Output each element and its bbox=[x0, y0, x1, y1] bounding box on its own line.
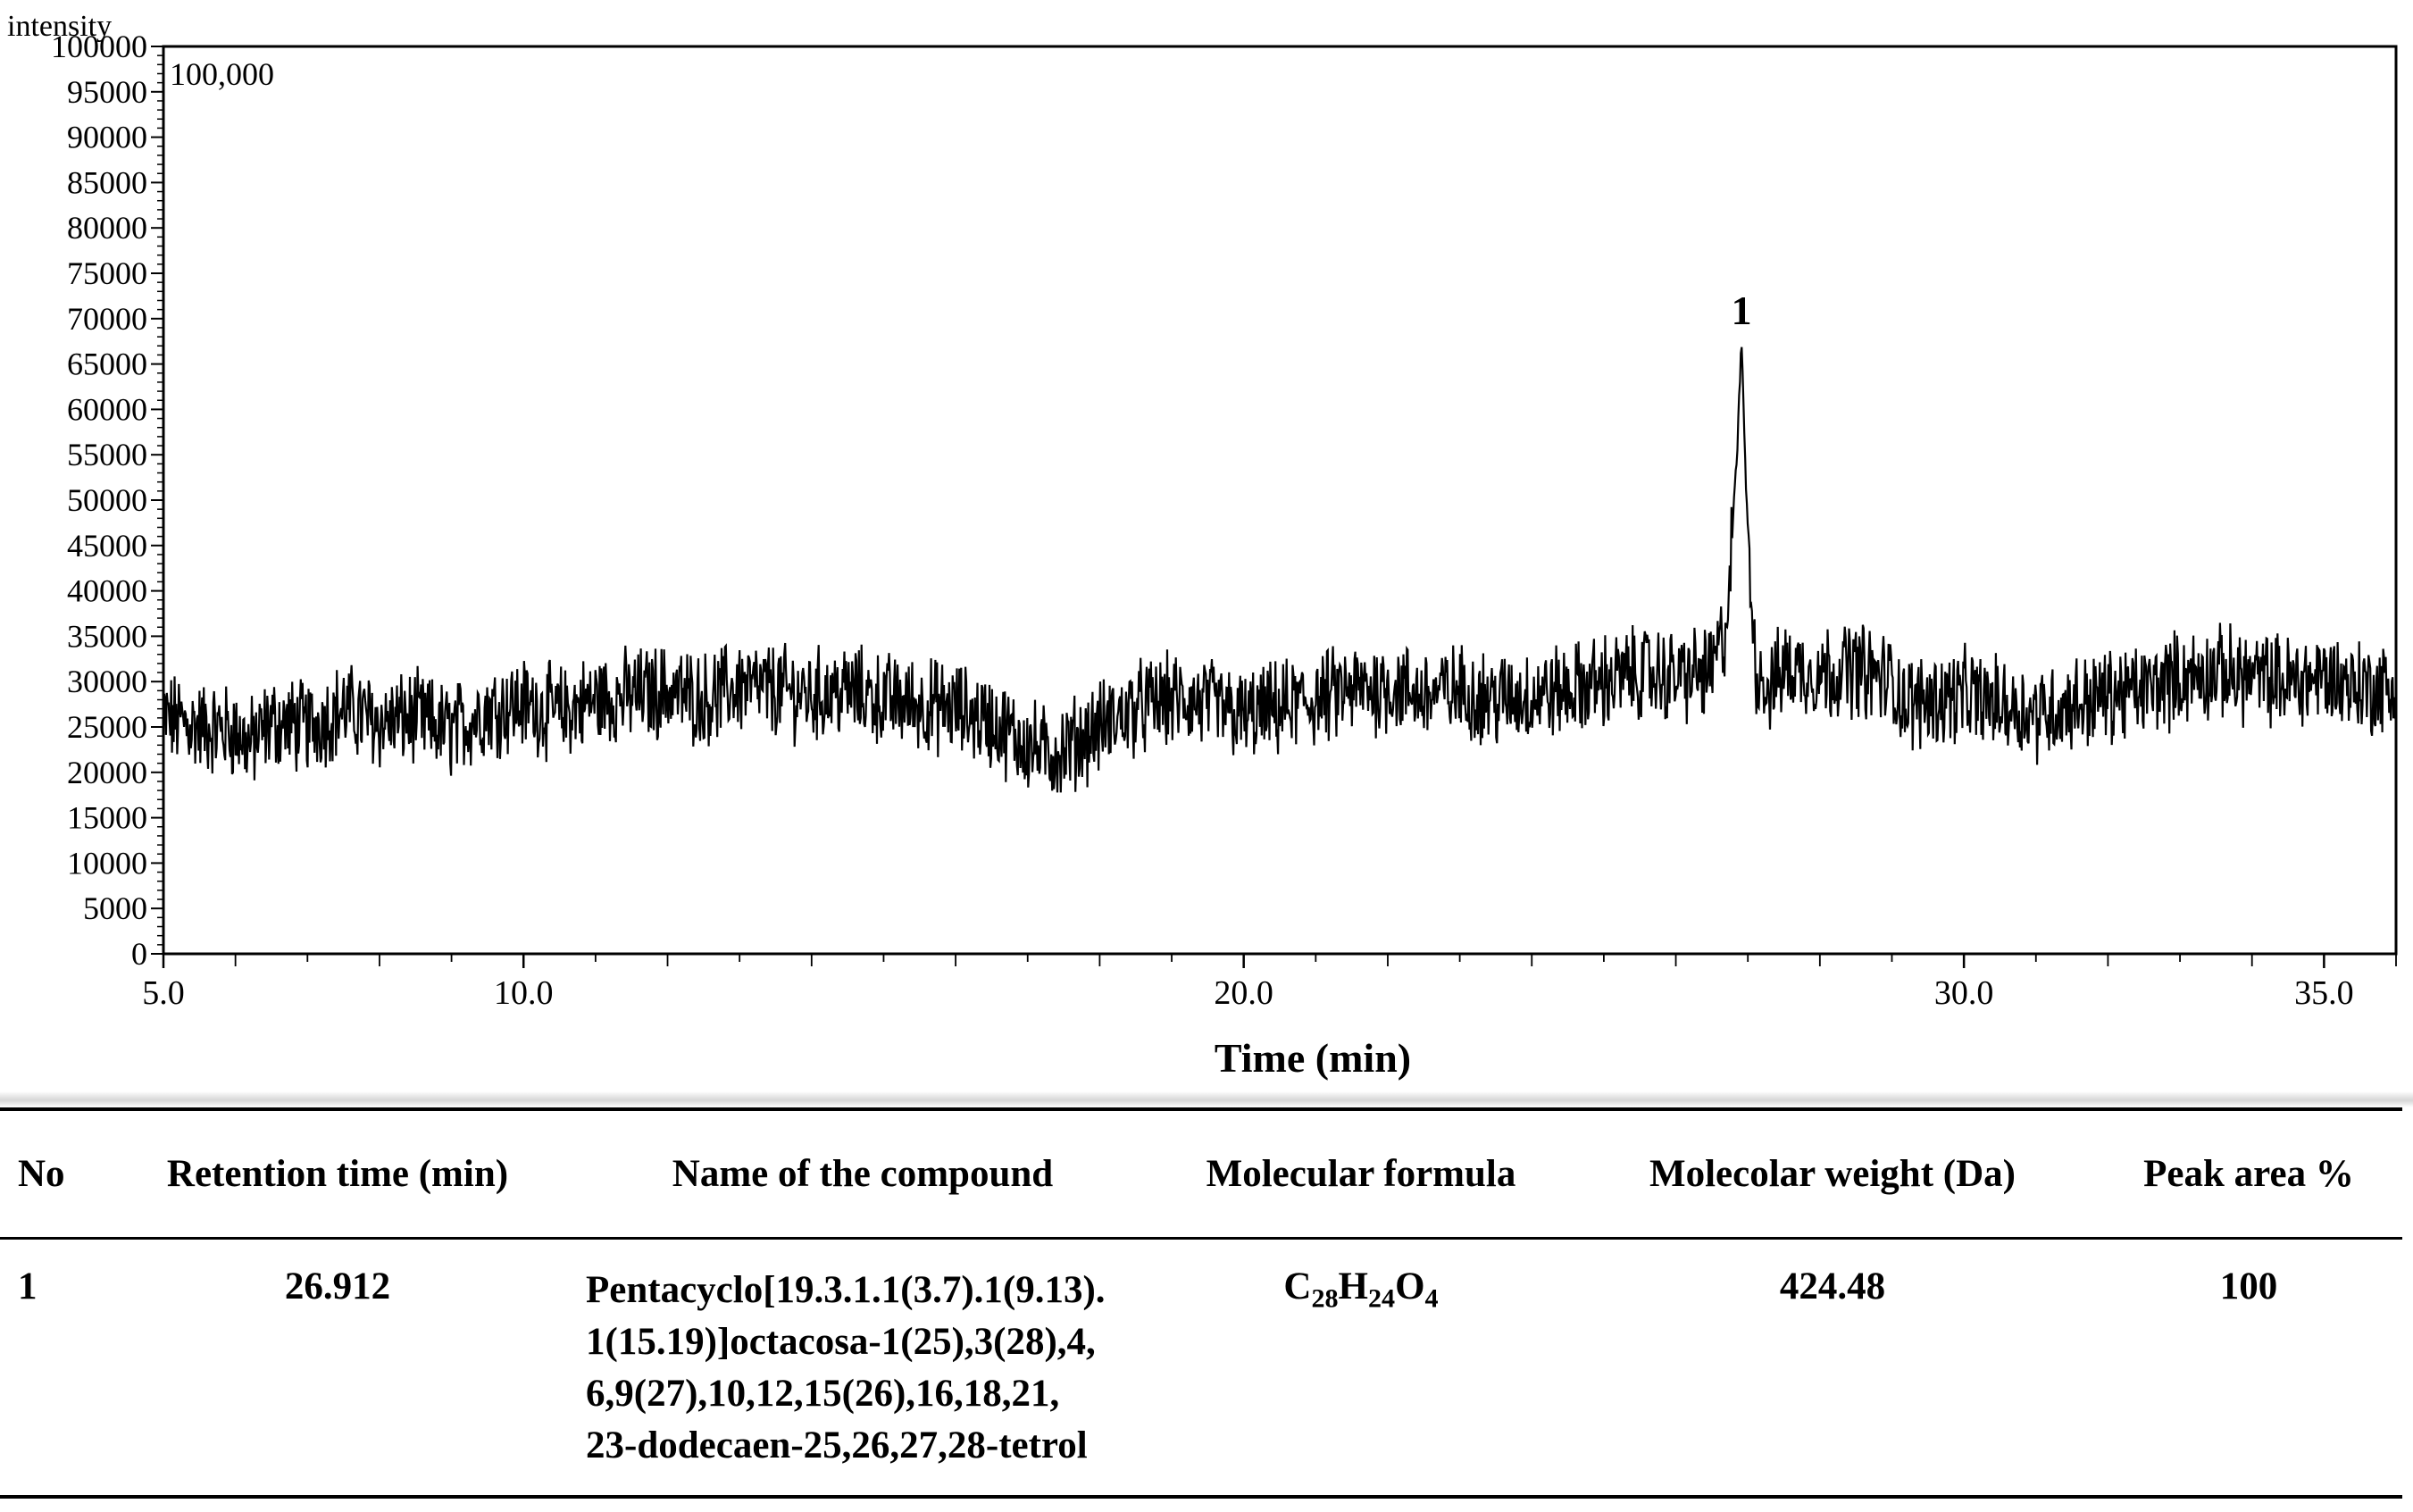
y-ticks: 0 5000 10000 15000 20000 25000 30000 35000 40000… bbox=[51, 29, 163, 972]
y-tick-label: 65000 bbox=[67, 347, 147, 382]
scale-label: 100,000 bbox=[170, 56, 274, 92]
chart-svg: intensity 100,000 Time (min) 0 5000 10000 1… bbox=[7, 10, 2398, 1081]
header-retention-time: Retention time (min) bbox=[166, 1152, 509, 1195]
y-tick-label: 50000 bbox=[67, 482, 147, 518]
y-tick-label: 75000 bbox=[67, 255, 147, 291]
y-tick-label: 10000 bbox=[67, 845, 147, 881]
formula-text: C28H24O4 bbox=[1283, 1265, 1439, 1314]
plot-frame bbox=[162, 45, 2398, 956]
header-peak-area: Peak area % bbox=[2143, 1152, 2354, 1195]
x-tick-label: 30.0 bbox=[1934, 974, 1994, 1012]
cell-retention-time: 26.912 bbox=[284, 1265, 391, 1307]
y-tick-label: 30000 bbox=[67, 664, 147, 699]
y-tick-label: 85000 bbox=[67, 164, 147, 200]
header-compound-name: Name of the compound bbox=[672, 1152, 1054, 1195]
chromatogram-chart: intensity 100,000 Time (min) 0 5000 10000 1… bbox=[7, 10, 2398, 1081]
compound-name-line: 1(15.19)]octacosa-1(25),3(28),4, bbox=[586, 1320, 1096, 1363]
y-tick-label: 40000 bbox=[67, 573, 147, 609]
section-separator bbox=[0, 1091, 2413, 1107]
cell-no: 1 bbox=[18, 1265, 38, 1307]
cell-compound-name: Pentacyclo[19.3.1.1(3.7).1(9.13). 1(15.1… bbox=[573, 1238, 1152, 1497]
header-no: No bbox=[18, 1152, 65, 1195]
y-tick-label: 15000 bbox=[67, 800, 147, 836]
y-tick-label: 80000 bbox=[67, 210, 147, 246]
y-tick-label: 0 bbox=[131, 936, 147, 972]
y-tick-label: 45000 bbox=[67, 528, 147, 564]
header-molecular-formula: Molecular formula bbox=[1206, 1152, 1516, 1195]
table-row: 1 26.912 Pentacyclo[19.3.1.1(3.7).1(9.13… bbox=[0, 1238, 2402, 1497]
cell-molecular-formula: C28H24O4 bbox=[1152, 1238, 1570, 1497]
y-tick-label: 95000 bbox=[67, 74, 147, 110]
x-tick-label: 35.0 bbox=[2294, 974, 2354, 1012]
y-tick-label: 90000 bbox=[67, 120, 147, 155]
y-tick-label: 20000 bbox=[67, 755, 147, 790]
compound-name-line: 6,9(27),10,12,15(26),16,18,21, bbox=[586, 1372, 1060, 1415]
chromatogram-trace bbox=[162, 347, 2398, 793]
header-molecular-weight: Molecolar weight (Da) bbox=[1649, 1152, 2016, 1195]
compound-name-line: 23-dodecaen-25,26,27,28-tetrol bbox=[586, 1424, 1088, 1466]
annotations: 1 bbox=[1732, 288, 1752, 333]
y-tick-label: 25000 bbox=[67, 709, 147, 745]
cell-peak-area: 100 bbox=[2219, 1265, 2278, 1307]
y-tick-label: 70000 bbox=[67, 301, 147, 337]
cell-molecular-weight: 424.48 bbox=[1779, 1265, 1886, 1307]
y-tick-label: 55000 bbox=[67, 437, 147, 472]
y-tick-label: 60000 bbox=[67, 391, 147, 427]
x-tick-label: 10.0 bbox=[494, 974, 554, 1012]
compound-table: No Retention time (min) Name of the comp… bbox=[0, 1107, 2402, 1499]
table-header-row: No Retention time (min) Name of the comp… bbox=[0, 1109, 2402, 1238]
x-ticks: 5.0 10.0 20.0 30.0 35.0 bbox=[142, 954, 2397, 1012]
x-tick-label: 20.0 bbox=[1214, 974, 1273, 1012]
y-axis-label: intensity bbox=[7, 10, 112, 43]
compound-name-line: Pentacyclo[19.3.1.1(3.7).1(9.13). bbox=[586, 1268, 1106, 1311]
x-axis-label: Time (min) bbox=[1215, 1035, 1411, 1081]
y-tick-label: 100000 bbox=[51, 29, 147, 64]
y-tick-label: 5000 bbox=[83, 890, 147, 926]
x-tick-label: 5.0 bbox=[142, 974, 185, 1012]
peak-label: 1 bbox=[1732, 288, 1752, 333]
y-tick-label: 35000 bbox=[67, 618, 147, 654]
compound-table-area: No Retention time (min) Name of the comp… bbox=[0, 1107, 2413, 1512]
